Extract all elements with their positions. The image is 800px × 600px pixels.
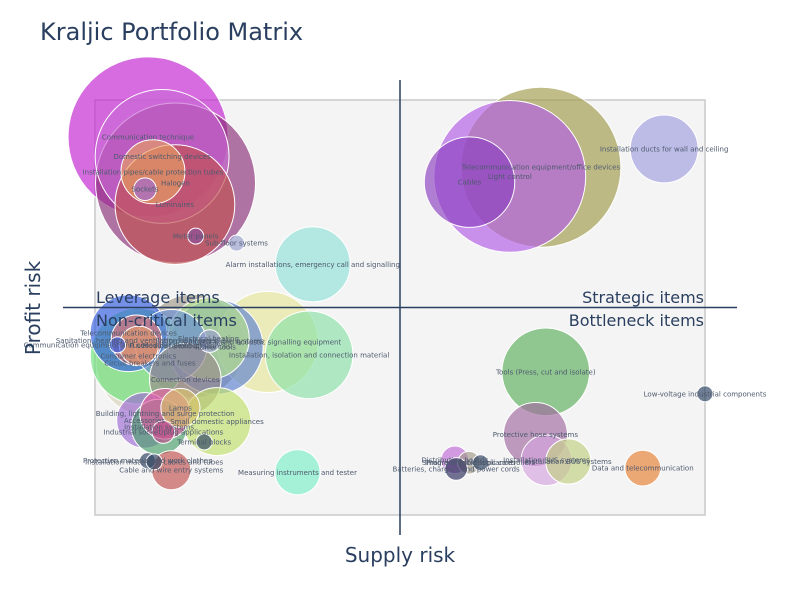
bubble-28 bbox=[696, 385, 714, 403]
bubble-4 bbox=[133, 177, 157, 202]
bubble-label-28: Low-voltage industrial components bbox=[644, 390, 767, 398]
bubble-label-16: Slotted wall and cable systems bbox=[155, 338, 264, 346]
bubble-7 bbox=[228, 234, 246, 252]
bubble-label-25: Household appliances bbox=[154, 343, 231, 351]
bubble-label-31: Small domestic appliances bbox=[170, 418, 264, 426]
bubble-29 bbox=[160, 387, 201, 429]
bubble-label-40: Measuring instruments and tester bbox=[238, 469, 357, 477]
bubble-label-30: Building, lightning and surge protection bbox=[96, 410, 235, 418]
bubble-label-9: Installation ducts for wall and ceiling bbox=[600, 145, 729, 153]
bubble-label-6: Meter panels bbox=[173, 233, 219, 241]
bubble-label-39: Cable and wire entry systems bbox=[119, 467, 223, 475]
bubble-label-8: Alarm installations, emergency call and … bbox=[226, 261, 400, 269]
bubble-label-44: Batteries, chargers and power cords bbox=[393, 465, 521, 473]
bubble-label-20: Power tools bbox=[196, 343, 237, 351]
bubble-label-42: Small domestic appliances bbox=[422, 459, 516, 467]
bubble-label-23: Installation, isolation and connection m… bbox=[229, 351, 389, 359]
bubble-label-0: Communication technique bbox=[102, 133, 194, 141]
bubble-label-2: Installation pipes/cable protection tube… bbox=[83, 168, 224, 176]
quadrant-lines bbox=[63, 80, 737, 535]
bubble-label-10: Telecommunication equipment/office devic… bbox=[461, 164, 621, 172]
bubble-label-18: Communication equipment and consumer ele… bbox=[24, 341, 212, 349]
bubble-label-41: Distribution boards bbox=[421, 456, 488, 464]
bubble-label-38: Installation materials, cables and tubes bbox=[85, 458, 223, 466]
bubble-labels: Communication technique Domestic switchin… bbox=[24, 133, 767, 476]
bubble-label-26: Connection devices bbox=[151, 376, 220, 384]
bubble-label-13: Telecommunication devices bbox=[79, 330, 177, 338]
bubble-label-5: Luminaires bbox=[156, 201, 195, 209]
bubble-23 bbox=[264, 310, 354, 400]
bubble-label-1: Domestic switching devices bbox=[113, 153, 211, 161]
quadrant-label-bottleneck: Bottleneck items bbox=[569, 311, 704, 330]
bubble-label-19: Modular devices bbox=[143, 342, 201, 350]
bubbles bbox=[67, 56, 714, 496]
y-axis-title: Profit risk bbox=[21, 260, 45, 355]
bubble-47 bbox=[624, 449, 662, 487]
bubble-label-17: Optical and acoustic signalling equipmen… bbox=[194, 338, 341, 346]
bubble-label-35: Terminal blocks bbox=[176, 438, 231, 446]
bubble-label-46: Installation BUS systems bbox=[525, 458, 612, 466]
bubble-label-3: Halogen bbox=[161, 180, 190, 188]
bubble-label-32: Accessories bbox=[124, 417, 165, 425]
x-axis-title: Supply risk bbox=[345, 543, 456, 567]
bubble-18 bbox=[109, 336, 127, 354]
bubble-label-43: Programmable logic controllers bbox=[426, 459, 536, 467]
quadrant-label-strategic: Strategic items bbox=[582, 288, 704, 307]
bubble-label-45: Installation BUS systems bbox=[503, 457, 590, 465]
chart-title: Kraljic Portfolio Matrix bbox=[40, 18, 303, 46]
bubble-label-33: Installation systems bbox=[124, 424, 194, 432]
bubble-16 bbox=[197, 329, 222, 353]
bubble-label-29: Lamps bbox=[169, 404, 192, 412]
bubble-40 bbox=[274, 449, 321, 496]
bubble-35 bbox=[195, 433, 213, 451]
bubble-label-7: Sub-floor systems bbox=[205, 240, 268, 248]
bubble-label-15: Sanitation, heating and ventilation appl… bbox=[56, 337, 218, 345]
bubble-label-37: Protection material and work clothes bbox=[83, 457, 212, 465]
bubble-44 bbox=[444, 457, 468, 481]
bubble-label-34: Industrial socket/plug applications bbox=[103, 429, 223, 437]
bubble-label-21: Fuses bbox=[129, 342, 149, 350]
bubble-46 bbox=[545, 438, 592, 485]
quadrant-label-leverage: Leverage items bbox=[96, 288, 220, 307]
bubble-label-27: Tools (Press, cut and isolate) bbox=[495, 368, 596, 376]
bubble-label-4: Sockets bbox=[131, 186, 158, 194]
bubble-8 bbox=[274, 226, 351, 303]
bubble-43 bbox=[472, 454, 490, 472]
bubble-34 bbox=[151, 420, 176, 444]
bubble-label-14: Electrical heating bbox=[178, 335, 239, 343]
bubble-38 bbox=[145, 453, 163, 471]
bubble-6 bbox=[187, 227, 205, 245]
quadrant-label-non-critical: Non-critical items bbox=[96, 311, 237, 330]
bubble-label-22: Consumer electronics bbox=[100, 353, 176, 361]
bubble-label-36: Protective hose systems bbox=[493, 431, 579, 439]
bubble-label-47: Data and telecommunication bbox=[592, 465, 694, 473]
bubble-label-12: Cables bbox=[458, 179, 482, 187]
bubble-label-24: Circuit breakers and fuses bbox=[104, 360, 196, 368]
bubble-label-11: Light control bbox=[488, 173, 532, 181]
bubble-9 bbox=[629, 114, 699, 184]
bubble-12 bbox=[423, 136, 516, 228]
